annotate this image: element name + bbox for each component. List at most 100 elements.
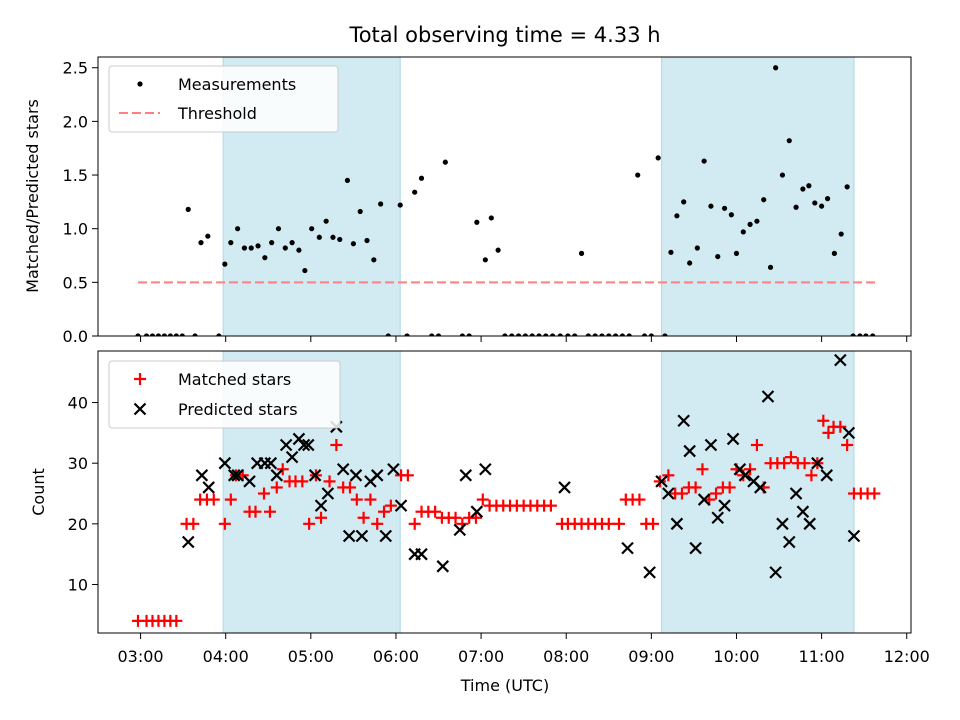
y-tick-label: 10 <box>68 575 88 594</box>
predicted-marker <box>847 529 861 543</box>
matched-marker <box>750 439 763 451</box>
top-legend: Measurements Threshold <box>108 65 339 133</box>
predicted-marker <box>761 390 775 403</box>
matched-marker <box>841 439 854 451</box>
measurement-point <box>222 261 228 267</box>
predicted-marker <box>321 487 335 500</box>
y-tick-label: 1.0 <box>63 220 88 239</box>
predicted-marker <box>355 529 369 543</box>
predicted-marker <box>308 469 322 482</box>
matched-marker <box>710 487 723 500</box>
matched-marker <box>723 481 736 494</box>
matched-marker <box>401 469 414 482</box>
matched-marker <box>868 487 881 500</box>
matched-marker <box>633 493 646 506</box>
measurement-point <box>241 245 248 251</box>
x-tick-label: 11:00 <box>799 647 845 666</box>
measurement-point <box>800 186 806 192</box>
measurement-point <box>474 219 480 225</box>
bottom-legend: Matched stars Predicted stars <box>108 360 341 429</box>
bottom-x-ticks: 03:00 04:00 05:00 06:00 07:00 08:00 09:00 10:00… <box>118 633 930 666</box>
measurement-point <box>733 250 740 256</box>
bottom-y-axis-label: Count <box>29 468 48 516</box>
predicted-marker <box>789 487 803 500</box>
measurement-point <box>248 245 254 251</box>
matched-marker <box>744 463 757 476</box>
matched-marker <box>303 517 316 530</box>
measurement-point <box>502 333 508 336</box>
y-tick-label: 0.0 <box>63 327 88 346</box>
predicted-marker <box>643 566 656 579</box>
measurement-point <box>870 333 876 336</box>
predicted-marker <box>670 517 684 531</box>
matched-marker <box>613 517 626 530</box>
y-tick-label: 2.0 <box>63 112 88 131</box>
x-tick-label: 04:00 <box>203 647 249 666</box>
measurement-point <box>806 183 812 189</box>
matched-marker <box>263 505 276 518</box>
legend-threshold-label: Threshold <box>177 104 257 123</box>
measurement-point <box>173 333 179 336</box>
x-tick-label: 03:00 <box>118 647 164 666</box>
measurement-point <box>228 240 234 246</box>
x-tick-label: 06:00 <box>373 647 419 666</box>
predicted-marker <box>349 469 363 482</box>
measurement-point <box>466 333 472 336</box>
predicted-marker <box>782 535 796 549</box>
measurement-point <box>857 333 863 336</box>
y-tick-label: 2.5 <box>63 59 88 78</box>
predicted-marker <box>470 505 484 518</box>
matched-marker <box>798 457 811 470</box>
measurement-point <box>701 158 707 164</box>
matched-marker <box>408 517 421 530</box>
matched-marker <box>449 511 462 524</box>
y-tick-label: 30 <box>68 454 88 473</box>
matched-stars-points <box>132 414 881 627</box>
matched-marker <box>817 414 830 427</box>
matched-marker <box>224 493 237 506</box>
y-tick-label: 0.5 <box>63 273 88 292</box>
measurement-point <box>418 175 425 181</box>
matched-marker <box>249 505 262 518</box>
matched-marker <box>822 426 835 439</box>
measurement-point <box>216 333 222 336</box>
predicted-marker <box>285 450 299 464</box>
predicted-marker <box>270 469 284 482</box>
measurement-point <box>192 333 198 336</box>
measurement-point <box>323 218 329 224</box>
measurement-point <box>592 333 598 336</box>
y-tick-label: 20 <box>68 515 88 534</box>
bottom-legend-box <box>108 360 341 429</box>
matched-marker <box>170 614 183 627</box>
matched-marker <box>602 517 615 530</box>
measurement-point <box>767 264 774 270</box>
legend-predicted-marker <box>133 402 147 416</box>
matched-marker <box>696 463 709 476</box>
top-legend-box <box>108 65 339 133</box>
matched-marker <box>378 505 391 518</box>
legend-matched-label: Matched stars <box>178 370 291 389</box>
matched-marker <box>805 469 818 482</box>
measurement-point <box>296 247 302 253</box>
measurement-point <box>635 172 641 178</box>
matched-marker <box>315 511 328 524</box>
predicted-marker <box>370 469 384 482</box>
predicted-marker <box>726 432 740 446</box>
measurement-point <box>235 226 241 232</box>
predicted-marker <box>387 462 400 476</box>
chart-title: Total observing time = 4.33 h <box>348 23 660 47</box>
measurement-point <box>536 333 542 336</box>
top-y-axis-label: Matched/Predicted stars <box>23 99 42 293</box>
measurement-point <box>364 237 370 244</box>
measurement-point <box>694 245 700 251</box>
measurement-point <box>135 333 141 336</box>
predicted-marker <box>689 541 702 555</box>
legend-measurement-marker <box>137 81 143 87</box>
predicted-marker <box>342 529 356 543</box>
legend-matched-marker <box>134 373 146 385</box>
predicted-marker <box>704 438 718 452</box>
measurement-point <box>161 333 168 336</box>
measurement-point <box>155 333 162 336</box>
measurement-point <box>549 333 556 336</box>
